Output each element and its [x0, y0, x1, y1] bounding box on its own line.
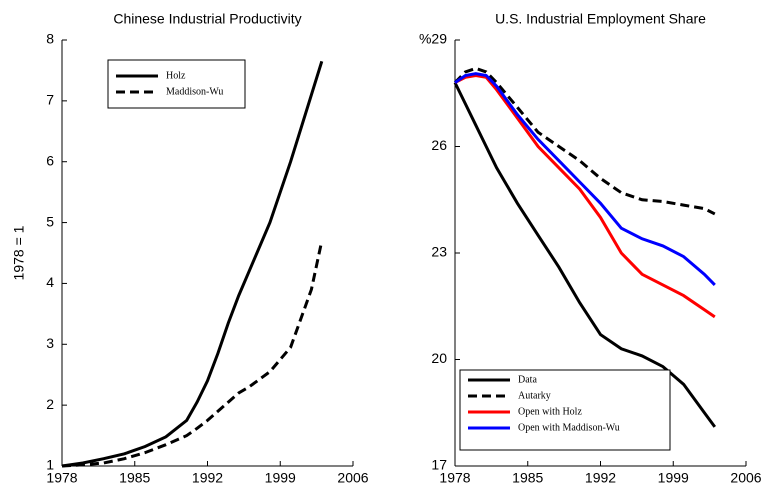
y-tick-label: 6 — [46, 152, 54, 168]
y-tick-label: 7 — [46, 92, 54, 108]
legend-label: Open with Holz — [518, 406, 582, 417]
y-tick-label: 5 — [46, 213, 54, 229]
y-tick-label: 23 — [431, 244, 447, 260]
x-tick-label: 1992 — [192, 470, 223, 486]
y-axis-label: 1978 = 1 — [11, 225, 27, 280]
series-line — [454, 73, 716, 319]
legend-label: Maddison-Wu — [166, 86, 223, 97]
x-tick-label: 1992 — [585, 470, 616, 486]
legend-label: Holz — [166, 70, 186, 81]
y-tick-label: 2 — [46, 396, 54, 412]
legend-label: Data — [518, 374, 537, 385]
legend-label: Open with Maddison-Wu — [518, 422, 620, 433]
x-tick-label: 2006 — [730, 470, 761, 486]
x-tick-label: 1985 — [512, 470, 543, 486]
y-tick-label: %29 — [419, 31, 447, 47]
y-tick-label: 20 — [431, 350, 447, 366]
series-line — [61, 60, 324, 468]
y-tick-label: 4 — [46, 274, 54, 290]
series-line — [453, 81, 717, 428]
x-tick-label: 1999 — [265, 470, 296, 486]
legend-box — [459, 369, 671, 451]
x-tick-label: 1985 — [119, 470, 150, 486]
legend-label: Autarky — [518, 390, 551, 401]
x-tick-label: 1999 — [658, 470, 689, 486]
y-tick-label: 3 — [46, 335, 54, 351]
x-tick-label: 1978 — [439, 470, 470, 486]
y-tick-label: 26 — [431, 137, 447, 153]
y-tick-label: 17 — [431, 457, 447, 473]
x-tick-label: 2006 — [337, 470, 368, 486]
series-line — [61, 240, 324, 468]
y-tick-label: 8 — [46, 31, 54, 47]
chart-title: U.S. Industrial Employment Share — [495, 11, 706, 27]
x-tick-label: 1978 — [46, 470, 77, 486]
legend-box — [107, 59, 246, 109]
series-line — [453, 66, 716, 216]
chart-title: Chinese Industrial Productivity — [113, 11, 301, 27]
y-tick-label: 1 — [46, 457, 54, 473]
series-line — [454, 72, 716, 286]
